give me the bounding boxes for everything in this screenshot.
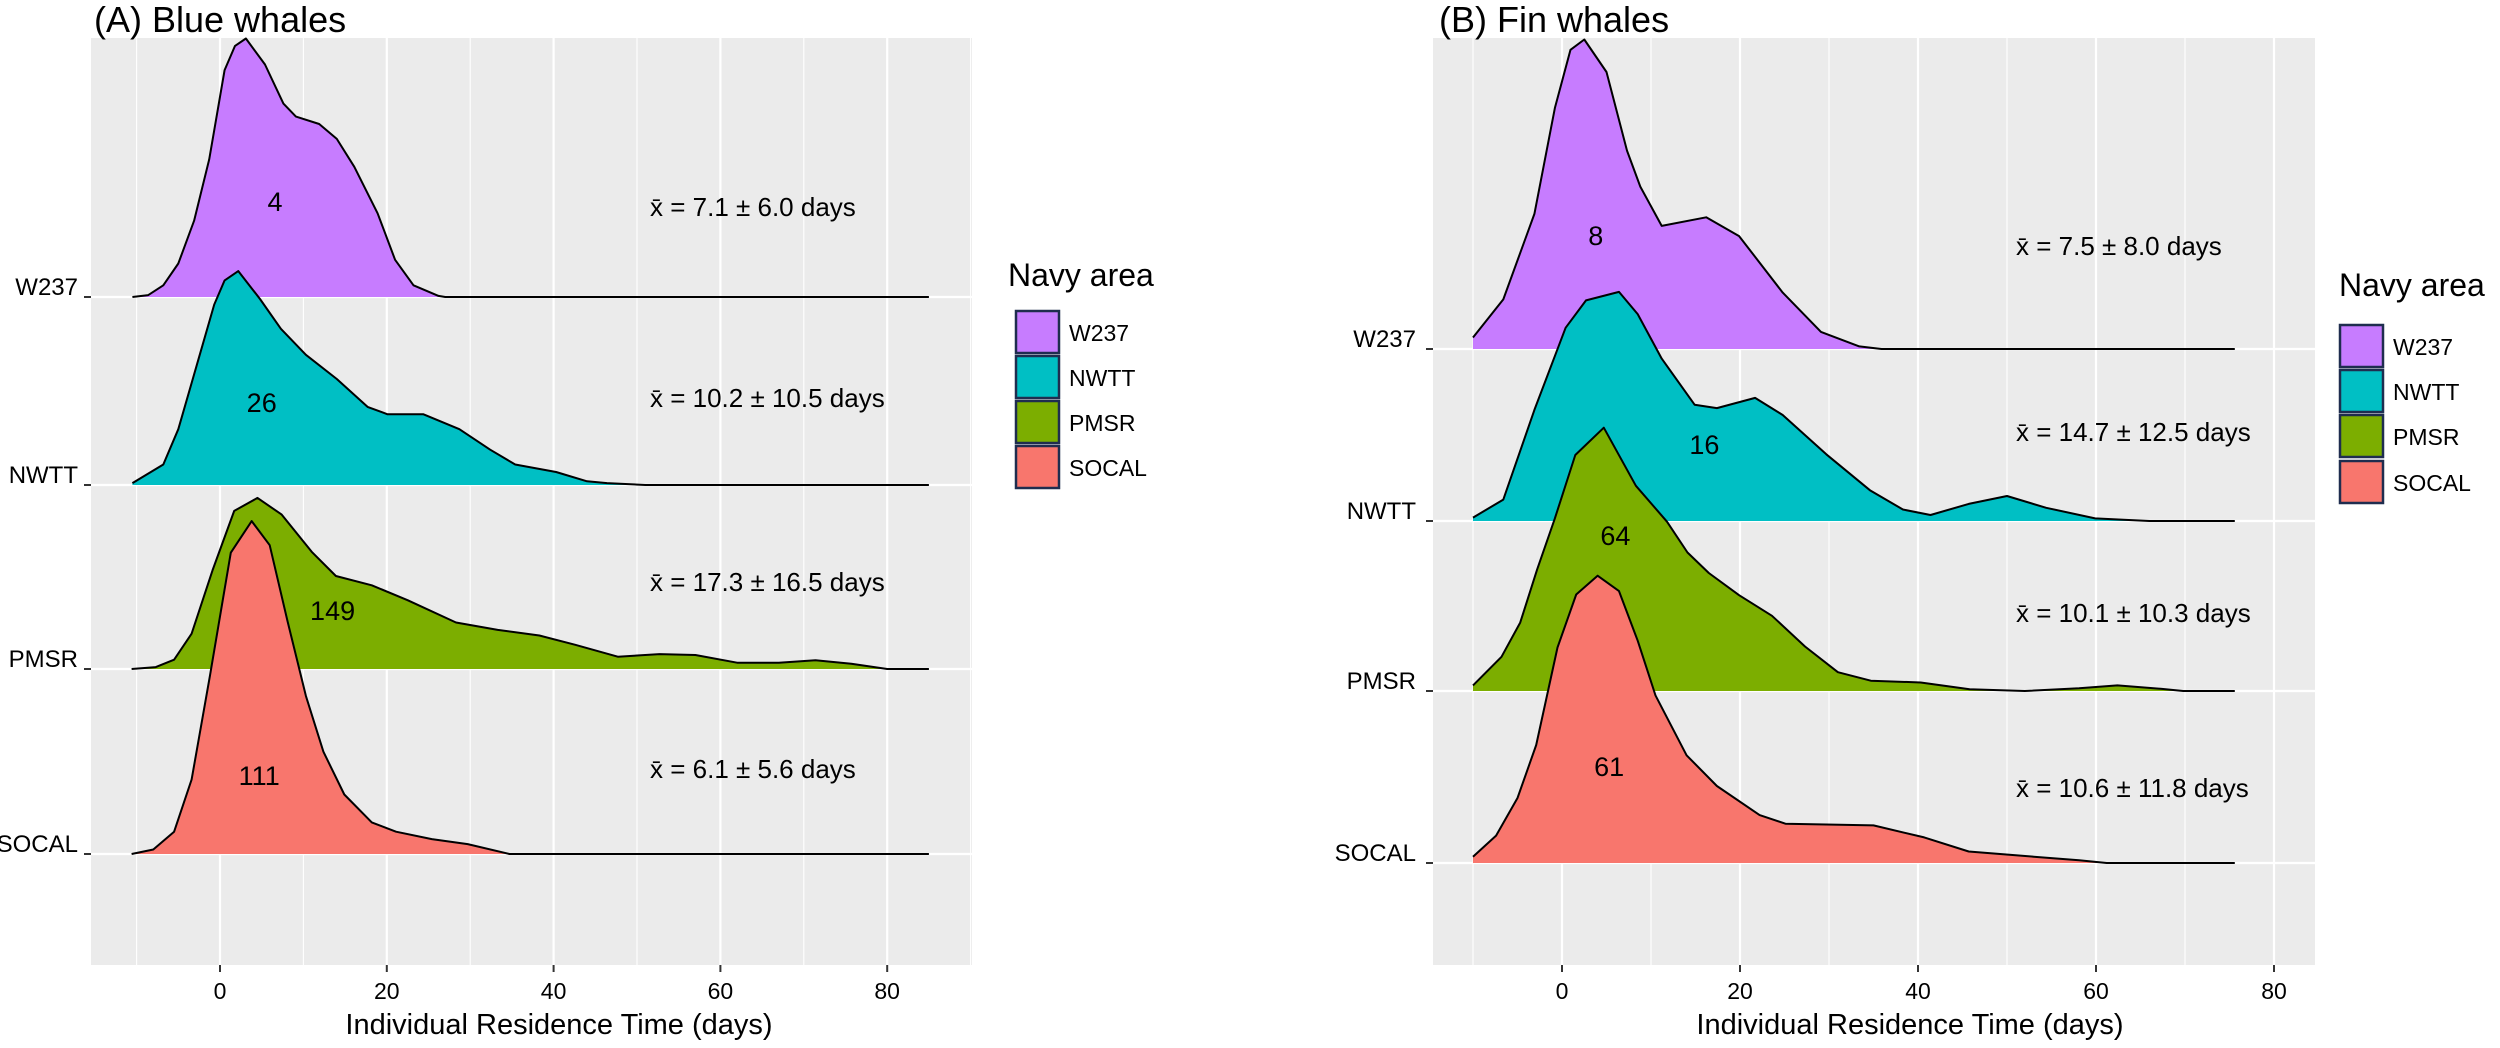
sample-count-label: 26 (247, 388, 277, 418)
ridge-outline-pmsr (131, 496, 929, 670)
y-axis-label: W237 (15, 274, 78, 301)
ridge-outline-pmsr (1472, 426, 2235, 692)
mean-residence-label: x̄ = 14.7 ± 12.5 days (2016, 417, 2251, 447)
legend-swatch-w237 (2338, 323, 2385, 369)
x-tick-label: 0 (1556, 978, 1569, 1004)
mean-residence-label: x̄ = 10.6 ± 11.8 days (2016, 773, 2249, 803)
x-tick-label: 40 (1905, 978, 1931, 1004)
mean-residence-label: x̄ = 6.1 ± 5.6 days (650, 754, 856, 784)
legend-label: NWTT (1069, 365, 1135, 391)
ridge-outline-nwtt (131, 270, 929, 486)
x-tick-label: 20 (374, 978, 400, 1004)
x-tick-label: 60 (2083, 978, 2109, 1004)
legend-label: PMSR (1069, 410, 1135, 436)
y-axis-label: PMSR (1347, 668, 1416, 695)
legend-swatch-nwtt (1014, 354, 1061, 400)
ridge-outline-socal (131, 520, 929, 855)
sample-count-label: 16 (1689, 430, 1719, 460)
legend-swatch-socal (1014, 444, 1061, 490)
x-tick-label: 80 (874, 978, 900, 1004)
x-tick-label: 0 (214, 978, 227, 1004)
x-tick-label: 80 (2261, 978, 2287, 1004)
sample-count-label: 4 (268, 187, 283, 217)
ridge-area-w237 (132, 38, 446, 297)
mean-residence-label: x̄ = 17.3 ± 16.5 days (650, 567, 885, 597)
sample-count-label: 149 (310, 596, 355, 626)
mean-residence-label: x̄ = 7.1 ± 6.0 days (650, 192, 856, 222)
x-axis-title: Individual Residence Time (days) (1696, 1009, 2123, 1041)
ridge-area-nwtt (132, 271, 646, 485)
legend-swatch-socal (2338, 459, 2385, 505)
mean-residence-label: x̄ = 10.1 ± 10.3 days (2016, 598, 2251, 628)
ridge-outline-socal (1472, 574, 2235, 864)
legend-swatch-pmsr (2338, 413, 2385, 459)
panel-title: (A) Blue whales (94, 0, 346, 40)
ridge-area-nwtt (1473, 291, 2150, 521)
legend: Navy area W237 NWTT PMSR SOCAL (2338, 267, 2485, 505)
x-tick-label: 20 (1727, 978, 1753, 1004)
ridge-area-pmsr (131, 497, 888, 669)
legend-label: SOCAL (1069, 455, 1147, 481)
ridge-outline-w237 (132, 37, 929, 298)
x-tick-label: 60 (708, 978, 734, 1004)
legend-swatch-w237 (1014, 309, 1061, 355)
legend-label: NWTT (2393, 379, 2459, 405)
ridge-area-socal (1473, 575, 2107, 863)
panel-title: (B) Fin whales (1439, 0, 1669, 40)
sample-count-label: 8 (1588, 221, 1603, 251)
panel-blue-whales: (A) Blue whales 4 x̄ = 7.1 ± 6.0 days W237 2… (0, 0, 1154, 1041)
y-axis-label: SOCAL (1335, 840, 1416, 867)
ridge-area-w237 (1473, 39, 1882, 349)
legend: Navy area W237 NWTT PMSR SOCAL (1008, 257, 1154, 490)
x-tick-label: 40 (541, 978, 567, 1004)
sample-count-label: 61 (1594, 752, 1624, 782)
mean-residence-label: x̄ = 7.5 ± 8.0 days (2016, 231, 2222, 261)
legend-label: SOCAL (2393, 470, 2471, 496)
legend-title: Navy area (1008, 257, 1154, 293)
sample-count-label: 111 (239, 761, 280, 791)
y-axis-label: NWTT (1347, 498, 1417, 525)
y-axis-label: NWTT (9, 462, 79, 489)
legend-swatch-pmsr (1014, 399, 1061, 445)
legend-label: W237 (1069, 320, 1129, 346)
mean-residence-label: x̄ = 10.2 ± 10.5 days (650, 383, 885, 413)
legend-label: PMSR (2393, 424, 2459, 450)
sample-count-label: 64 (1600, 521, 1630, 551)
ridge-outline-w237 (1472, 38, 2235, 350)
panel-fin-whales: (B) Fin whales 8 x̄ = 7.5 ± 8.0 days W237 16… (1335, 0, 2485, 1041)
legend-title: Navy area (2339, 267, 2485, 303)
legend-label: W237 (2393, 334, 2453, 360)
legend-swatch-nwtt (2338, 368, 2385, 414)
y-axis-label: PMSR (9, 646, 78, 673)
y-axis-label: SOCAL (0, 831, 78, 858)
ridge-area-pmsr (1473, 427, 2184, 691)
y-axis-label: W237 (1353, 326, 1416, 353)
ridge-area-socal (131, 521, 510, 854)
ridge-outline-nwtt (1472, 290, 2235, 522)
x-axis-title: Individual Residence Time (days) (345, 1009, 772, 1041)
